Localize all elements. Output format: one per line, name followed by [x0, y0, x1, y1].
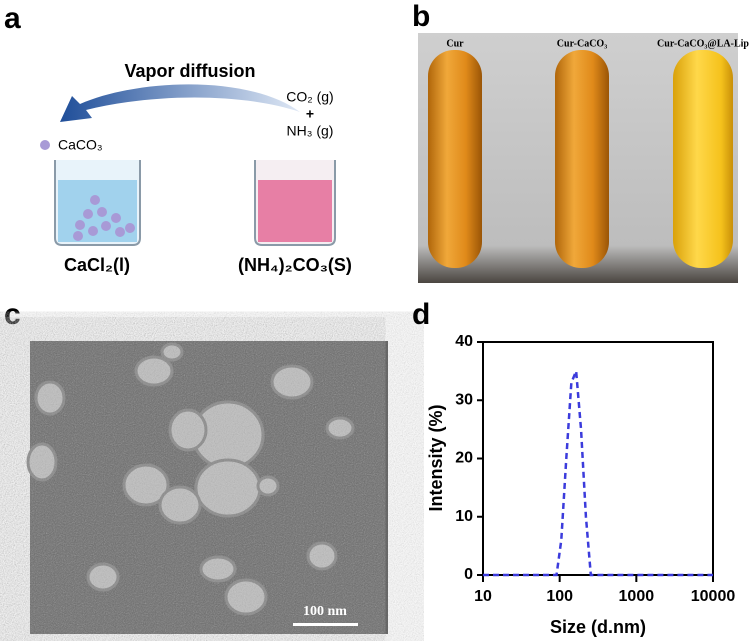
particle-label: CaCO₃	[58, 137, 103, 153]
tube-label: Cur-CaCO₃@LA-Lip	[657, 38, 749, 49]
y-tick-label: 20	[455, 450, 473, 467]
scale-bar-label: 100 nm	[303, 604, 347, 619]
arrow-label: Vapor diffusion	[124, 61, 255, 81]
gas-label: CO₂ (g)	[286, 89, 333, 105]
panel-label: d	[412, 298, 430, 331]
panel-label: c	[4, 298, 21, 331]
y-tick-label: 40	[455, 333, 473, 350]
data-line	[483, 370, 713, 577]
x-tick-label: 1000	[619, 588, 655, 605]
panel-b: b Cur Cur-CaCO₃ Cur-CaCO₃@LA-Lip	[412, 0, 749, 283]
beaker-left	[54, 160, 141, 246]
panel-a: a Vapor diffusion CaCO₃ CO₂ (g) + NH₃ (g…	[4, 2, 352, 275]
y-tick-label: 0	[464, 566, 473, 583]
x-tick-label: 10000	[691, 588, 736, 605]
y-axis-title: Intensity (%)	[426, 404, 446, 511]
scale-bar	[293, 623, 358, 626]
beaker-right	[254, 160, 336, 246]
diffusion-arrow	[60, 84, 300, 122]
plus: +	[306, 106, 314, 122]
beaker-label: CaCl₂(l)	[64, 255, 130, 275]
x-axis-title: Size (d.nm)	[550, 617, 646, 637]
panel-label: a	[4, 2, 21, 35]
tube-label: Cur	[446, 38, 464, 49]
panel-label: b	[412, 0, 430, 33]
tube	[428, 50, 482, 268]
y-tick-label: 10	[455, 508, 473, 525]
tube-label: Cur-CaCO₃	[557, 38, 607, 49]
tube	[555, 50, 609, 268]
panel-c: c 100 nm	[4, 298, 388, 634]
plot-frame	[482, 341, 714, 576]
x-tick-label: 10	[474, 588, 492, 605]
y-tick-label: 30	[455, 391, 473, 408]
vesicles	[26, 342, 355, 616]
beaker-label: (NH₄)₂CO₃(S)	[238, 255, 352, 275]
tube	[673, 50, 733, 268]
particle-icon	[40, 140, 50, 150]
x-tick-label: 100	[546, 588, 573, 605]
gas-label: NH₃ (g)	[287, 123, 334, 139]
